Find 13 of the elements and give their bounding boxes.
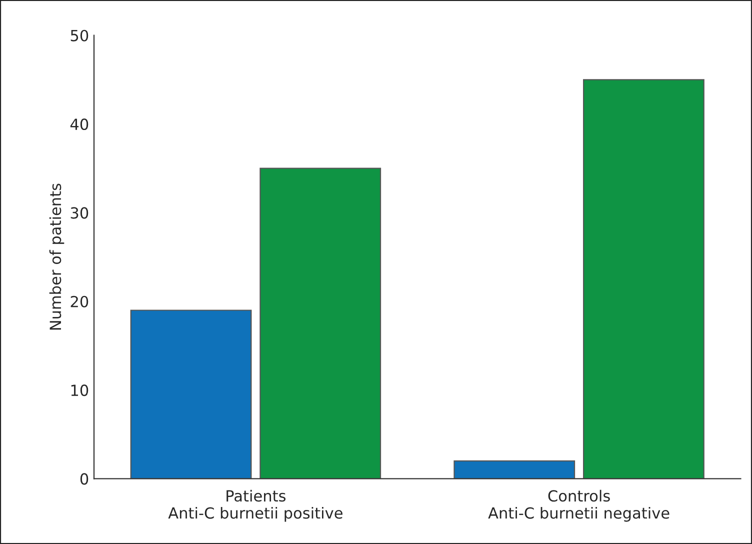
y-tick-label: 10 (71, 384, 88, 396)
y-axis-title: Number of patients (49, 184, 64, 330)
x-tick-label: Patients Anti-C burnetii positive (168, 490, 342, 522)
bar (130, 310, 252, 479)
bar (260, 168, 382, 479)
y-tick-label: 0 (80, 473, 88, 485)
bar (454, 460, 576, 479)
x-tick-label: Controls Anti-C burnetii negative (488, 490, 670, 522)
y-tick-label: 30 (70, 207, 88, 219)
bar (583, 79, 704, 479)
y-tick-label: 20 (70, 296, 88, 308)
y-tick-label: 50 (70, 30, 88, 42)
y-tick-label: 40 (70, 118, 88, 130)
